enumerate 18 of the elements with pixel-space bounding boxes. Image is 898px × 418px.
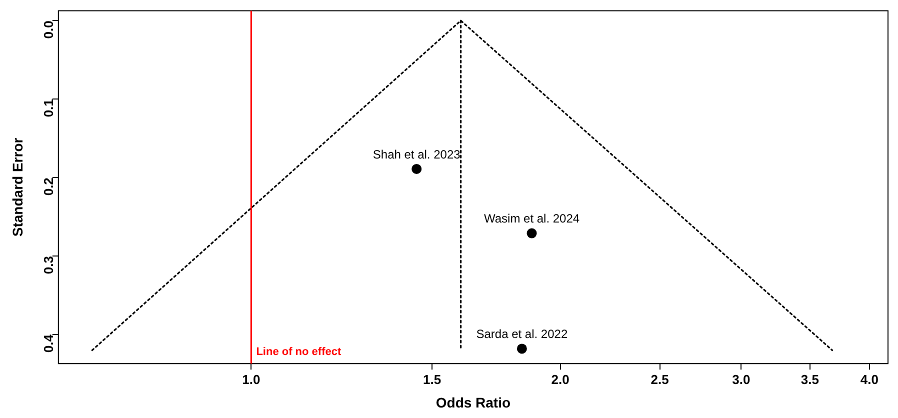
x-tick-label: 3.0: [732, 372, 750, 387]
x-tick-label: 1.0: [242, 372, 260, 387]
ref-line-label: Line of no effect: [256, 346, 342, 358]
x-tick-label: 3.5: [800, 372, 819, 387]
x-axis-title: Odds Ratio: [436, 394, 511, 410]
x-tick-label: 1.5: [422, 372, 442, 387]
y-tick-label: 0.3: [40, 256, 56, 274]
x-tick-label: 2.5: [650, 372, 669, 387]
y-tick-label: 0.2: [40, 178, 56, 196]
y-tick-label: 0.1: [40, 99, 56, 118]
y-axis-title: Standard Error: [9, 137, 26, 237]
y-tick-label: 0.4: [40, 334, 56, 353]
annotation: Shah et al. 2023: [372, 147, 461, 162]
annotation: Sarda et al. 2022: [476, 327, 568, 341]
x-tick-label: 2.0: [551, 372, 570, 387]
y-tick-label: 0.0: [40, 20, 56, 39]
x-tick-label: 4.0: [860, 372, 878, 387]
annotation: Wasim et al. 2024: [484, 212, 580, 226]
